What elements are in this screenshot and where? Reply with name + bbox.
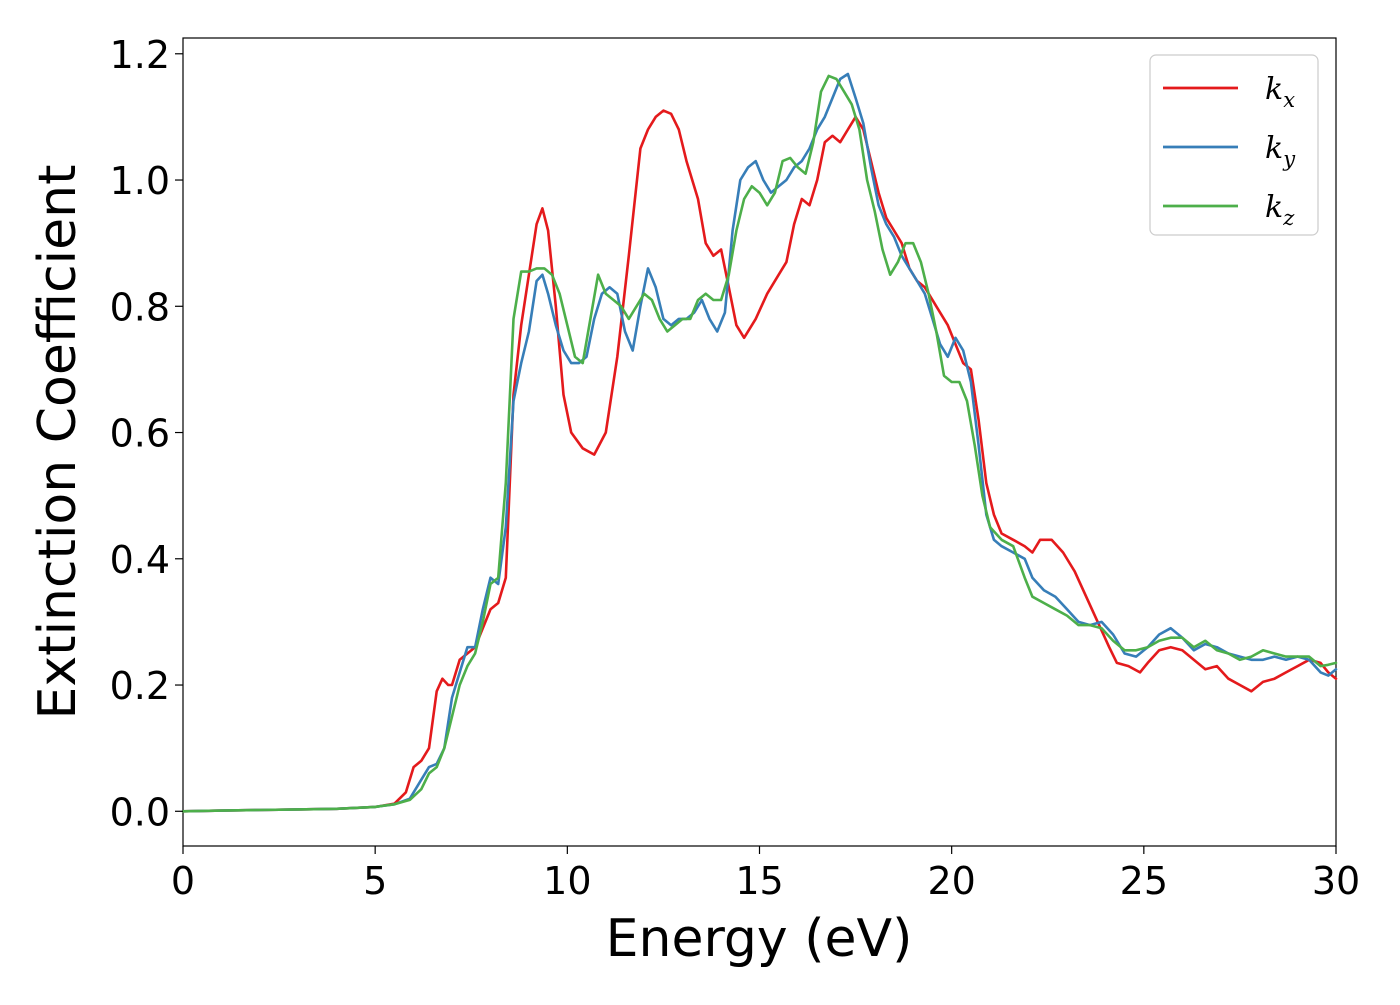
x-tick-label: 10 bbox=[543, 859, 591, 903]
y-axis-title: Extinction Coefficient bbox=[28, 165, 88, 720]
y-tick-label: 0.8 bbox=[110, 285, 170, 329]
series-line-y bbox=[181, 72, 1338, 813]
x-axis-ticks: 0 5 10 15 20 25 30 bbox=[171, 846, 1360, 903]
y-tick-label: 1.0 bbox=[110, 159, 170, 203]
x-tick-label: 30 bbox=[1312, 859, 1360, 903]
series-line-x bbox=[181, 109, 1338, 813]
y-tick-label: 0.2 bbox=[110, 664, 170, 708]
x-tick-label: 0 bbox=[171, 859, 195, 903]
legend-label-z: kz bbox=[1265, 190, 1295, 230]
legend-label-y: ky bbox=[1265, 131, 1296, 171]
legend: kx ky kz bbox=[1149, 54, 1319, 236]
y-axis-ticks: 0.0 0.2 0.4 0.6 0.8 1.0 1.2 bbox=[110, 33, 183, 834]
y-tick-label: 1.2 bbox=[110, 33, 170, 77]
y-tick-label: 0.0 bbox=[110, 790, 170, 834]
legend-box bbox=[1149, 54, 1319, 236]
y-tick-label: 0.4 bbox=[110, 538, 170, 582]
x-tick-label: 15 bbox=[735, 859, 783, 903]
x-axis-title: Energy (eV) bbox=[606, 909, 913, 969]
x-tick-label: 5 bbox=[363, 859, 387, 903]
series-group bbox=[181, 72, 1338, 813]
series-line-z bbox=[181, 74, 1338, 813]
x-tick-label: 20 bbox=[927, 859, 975, 903]
legend-label-x: kx bbox=[1265, 72, 1295, 112]
y-tick-label: 0.6 bbox=[110, 412, 170, 456]
x-tick-label: 25 bbox=[1120, 859, 1168, 903]
